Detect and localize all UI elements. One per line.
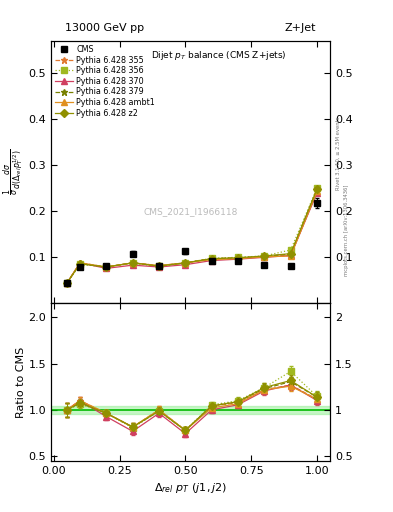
Text: Z+Jet: Z+Jet (285, 23, 316, 33)
Y-axis label: $\frac{1}{\sigma}\frac{d\sigma}{d(\Delta_{rel}p_T^{1/2})}$: $\frac{1}{\sigma}\frac{d\sigma}{d(\Delta… (2, 149, 27, 195)
Text: Rivet 3.1.10, ≥ 2.5M events: Rivet 3.1.10, ≥ 2.5M events (336, 117, 341, 190)
Text: Dijet $p_T$ balance (CMS Z+jets): Dijet $p_T$ balance (CMS Z+jets) (151, 49, 286, 62)
Bar (51, 406, 330, 414)
Text: CMS_2021_I1966118: CMS_2021_I1966118 (143, 207, 238, 216)
Legend: CMS, Pythia 6.428 355, Pythia 6.428 356, Pythia 6.428 370, Pythia 6.428 379, Pyt: CMS, Pythia 6.428 355, Pythia 6.428 356,… (53, 44, 156, 119)
Y-axis label: Ratio to CMS: Ratio to CMS (16, 347, 26, 418)
Text: 13000 GeV pp: 13000 GeV pp (65, 23, 144, 33)
X-axis label: $\Delta_{rel}\ p_T\ (j1,j2)$: $\Delta_{rel}\ p_T\ (j1,j2)$ (154, 481, 227, 495)
Text: mcplots.cern.ch [arXiv:1306.3436]: mcplots.cern.ch [arXiv:1306.3436] (344, 185, 349, 276)
